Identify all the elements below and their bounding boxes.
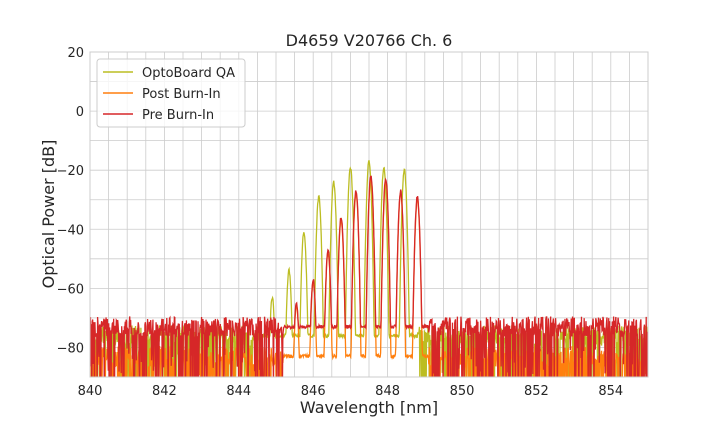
plot-frame [89, 51, 649, 378]
chart-title: D4659 V20766 Ch. 6 [286, 31, 453, 50]
legend-box [96, 58, 246, 128]
y-tick-label: −20 [57, 164, 84, 179]
series-layer [90, 160, 648, 377]
x-tick-label: 842 [152, 384, 177, 399]
x-tick-label: 848 [375, 384, 400, 399]
legend-label: OptoBoard QA [142, 66, 235, 81]
x-axis-title: Wavelength [nm] [300, 398, 438, 417]
x-tick-label: 854 [598, 384, 623, 399]
y-axis-title: Optical Power [dB] [39, 140, 58, 289]
y-tick-label: 20 [67, 46, 84, 61]
legend-label: Post Burn-In [142, 87, 221, 102]
series-line-3 [90, 175, 648, 377]
y-tick-label: −80 [57, 341, 84, 356]
legend-label: Pre Burn-In [142, 108, 214, 123]
legend: OptoBoard QA Post Burn-In Pre Burn-In [96, 58, 246, 128]
x-tick-label: 840 [78, 384, 103, 399]
y-tick-label: −40 [57, 223, 84, 238]
x-tick-label: 850 [450, 384, 475, 399]
y-tick-label: 0 [76, 105, 84, 120]
x-tick-label: 852 [524, 384, 549, 399]
y-tick-label: −60 [57, 282, 84, 297]
x-tick-label: 846 [301, 384, 326, 399]
x-tick-label: 844 [226, 384, 251, 399]
tick-labels: 840 842 844 846 848 850 852 854 20 0 −20 −40 −60 −80 [57, 46, 624, 399]
